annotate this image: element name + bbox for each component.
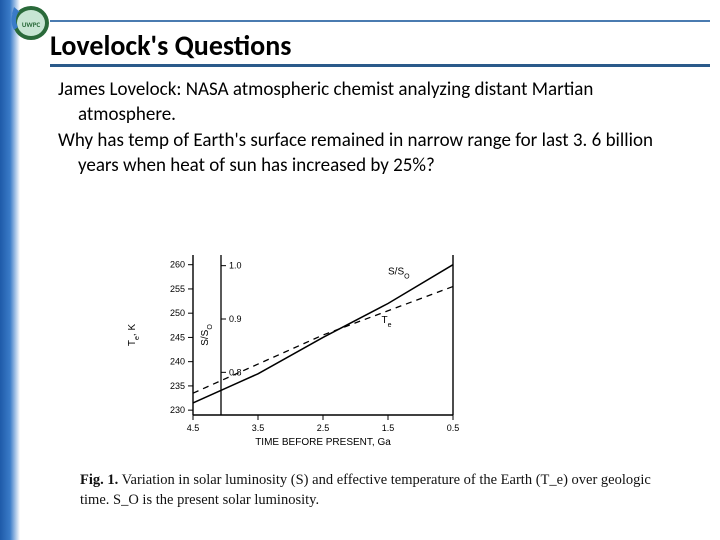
logo-icon: UWPC (4, 0, 52, 42)
svg-text:0.5: 0.5 (447, 423, 460, 433)
svg-text:S/SO: S/SO (388, 266, 410, 280)
svg-text:235: 235 (170, 381, 185, 391)
svg-text:Te, K: Te, K (127, 324, 141, 347)
svg-text:245: 245 (170, 332, 185, 342)
sidebar-gradient (0, 0, 20, 540)
svg-text:S/SO: S/SO (200, 324, 214, 346)
svg-text:250: 250 (170, 308, 185, 318)
top-rule (50, 20, 710, 22)
figure-caption: Fig. 1. Variation in solar luminosity (S… (80, 470, 680, 511)
title-underline (50, 64, 710, 67)
svg-text:260: 260 (170, 260, 185, 270)
caption-prefix: Fig. 1. (80, 472, 118, 488)
svg-text:240: 240 (170, 357, 185, 367)
page-title: Lovelock's Questions (50, 28, 291, 63)
svg-text:TIME BEFORE PRESENT, Ga: TIME BEFORE PRESENT, Ga (255, 437, 391, 448)
paragraph-1: James Lovelock: NASA atmospheric chemist… (58, 78, 678, 127)
svg-text:UWPC: UWPC (22, 20, 41, 29)
svg-text:255: 255 (170, 284, 185, 294)
svg-text:1.5: 1.5 (382, 423, 395, 433)
svg-text:2.5: 2.5 (317, 423, 330, 433)
svg-text:3.5: 3.5 (252, 423, 265, 433)
caption-text: Variation in solar luminosity (S) and ef… (80, 472, 651, 508)
luminosity-chart: 230 235 240 245 250 255 260 0.8 0.9 1.0 4.5 3.5 2.5 1… (115, 247, 490, 452)
body-text: James Lovelock: NASA atmospheric chemist… (58, 78, 678, 181)
svg-text:Te: Te (382, 315, 392, 329)
svg-text:1.0: 1.0 (229, 261, 242, 271)
svg-text:4.5: 4.5 (187, 423, 200, 433)
svg-text:0.9: 0.9 (229, 314, 242, 324)
paragraph-2: Why has temp of Earth's surface remained… (58, 129, 678, 178)
svg-text:0.8: 0.8 (229, 367, 242, 377)
svg-text:230: 230 (170, 405, 185, 415)
